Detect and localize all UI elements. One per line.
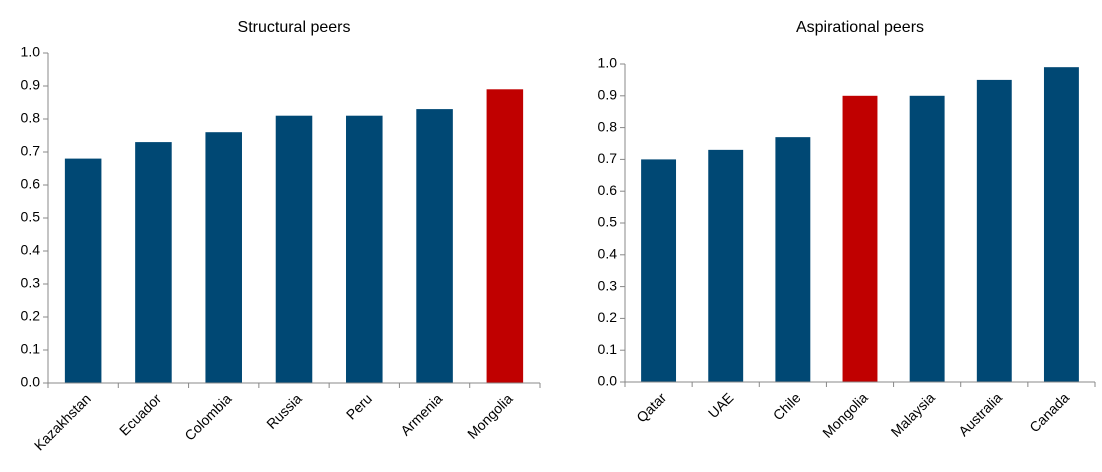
y-tick-label: 1.0 [598, 55, 618, 71]
y-tick-label: 0.5 [598, 214, 618, 230]
y-tick-label: 0.2 [21, 308, 41, 324]
chart-title: Aspirational peers [796, 19, 924, 36]
x-tick-label: Mongolia [464, 390, 516, 442]
x-tick-label: Ecuador [116, 390, 164, 438]
bar [909, 95, 945, 383]
bar [275, 115, 313, 383]
y-tick-label: 0.6 [21, 176, 41, 192]
x-tick-label: Australia [955, 389, 1005, 439]
x-tick-label: Chile [770, 389, 804, 423]
y-tick-label: 0.1 [598, 341, 618, 357]
x-tick-label: Canada [1026, 389, 1072, 435]
bar [1043, 67, 1079, 383]
bar [842, 95, 878, 383]
x-tick-label: Colombia [181, 390, 234, 443]
x-tick-label: Mongolia [819, 389, 871, 441]
y-tick-label: 0.9 [21, 77, 41, 93]
bar [416, 109, 453, 383]
y-tick-label: 0.8 [21, 110, 41, 126]
y-tick-label: 0.2 [598, 309, 618, 325]
bar [486, 89, 524, 384]
x-tick-label: Russia [263, 390, 305, 432]
y-tick-label: 0.9 [598, 87, 618, 103]
bar [641, 159, 677, 382]
bar [135, 142, 172, 383]
bar [205, 132, 242, 383]
x-tick-label: UAE [705, 389, 737, 421]
bar [346, 115, 383, 383]
y-tick-label: 0.5 [21, 209, 41, 225]
bar [708, 149, 744, 382]
y-tick-label: 0.4 [21, 242, 41, 258]
bar [976, 79, 1012, 383]
chart-title: Structural peers [238, 19, 351, 36]
y-tick-label: 0.4 [598, 246, 618, 262]
x-tick-label: Armenia [397, 390, 445, 438]
x-tick-label: Kazakhstan [31, 390, 94, 453]
y-tick-label: 0.8 [598, 118, 618, 134]
x-tick-label: Peru [343, 390, 375, 422]
bar [775, 137, 811, 382]
y-tick-label: 0.3 [598, 277, 618, 293]
y-tick-label: 0.7 [21, 143, 41, 159]
x-tick-label: Qatar [633, 389, 669, 425]
y-tick-label: 0.7 [598, 150, 618, 166]
y-tick-label: 0.0 [21, 374, 41, 390]
bar [64, 158, 102, 383]
y-tick-label: 0.6 [598, 182, 618, 198]
x-tick-label: Malaysia [888, 389, 939, 440]
y-tick-label: 1.0 [21, 44, 41, 60]
y-tick-label: 0.1 [21, 341, 41, 357]
y-tick-label: 0.3 [21, 275, 41, 291]
y-tick-label: 0.0 [598, 373, 618, 389]
